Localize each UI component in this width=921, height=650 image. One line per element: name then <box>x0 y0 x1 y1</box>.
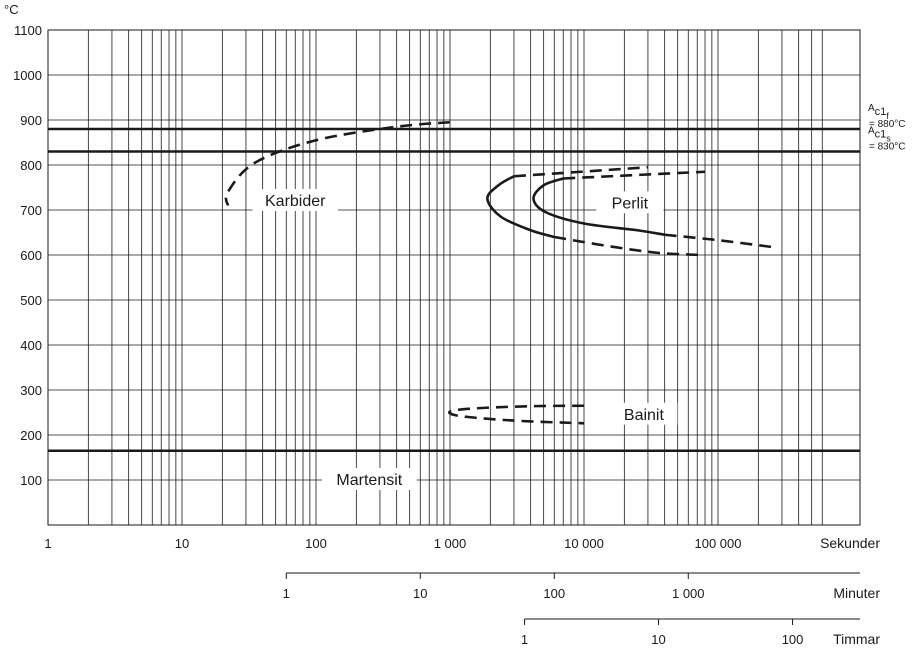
y-tick-label: 600 <box>20 248 42 263</box>
y-tick-label: 500 <box>20 293 42 308</box>
y-tick-label: 1000 <box>13 68 42 83</box>
region-label-bg <box>596 191 664 214</box>
reference-label-830: Ac1s <box>868 126 891 144</box>
curve-bainit-dashed <box>447 404 585 425</box>
curve-karbider-dashed <box>224 120 451 206</box>
reference-label-880: Ac1f <box>868 103 889 121</box>
x-tick-label-minuter: 10 <box>413 586 427 601</box>
x-axis-name-minuter: Minuter <box>833 585 880 601</box>
region-label-karbider: Karbider <box>265 193 326 210</box>
region-label-bg <box>321 468 417 490</box>
x-tick-label-sekunder: 100 <box>305 536 327 551</box>
y-tick-label: 900 <box>20 113 42 128</box>
x-tick-label-sekunder: 10 <box>175 536 189 551</box>
reference-value-880: = 880°C <box>869 119 906 130</box>
y-tick-label: 800 <box>20 158 42 173</box>
x-axis-name-timmar: Timmar <box>833 631 880 647</box>
x-tick-label-minuter: 1 000 <box>672 586 705 601</box>
grid <box>47 29 861 625</box>
x-tick-label-minuter: 100 <box>543 586 565 601</box>
curve-perlit-solid <box>532 177 665 237</box>
y-tick-label: 700 <box>20 203 42 218</box>
x-tick-label-timmar: 1 <box>521 632 528 647</box>
x-tick-label-minuter: 1 <box>283 586 290 601</box>
y-tick-label: 100 <box>20 473 42 488</box>
y-tick-label: 300 <box>20 383 42 398</box>
x-tick-label-sekunder: 100 000 <box>695 536 742 551</box>
reference-value-830: = 830°C <box>869 142 906 153</box>
x-tick-label-sekunder: 10 000 <box>564 536 604 551</box>
y-tick-label: 400 <box>20 338 42 353</box>
curves <box>224 120 772 425</box>
reference-lines <box>48 127 860 452</box>
curve-perlit-dashed <box>664 233 772 249</box>
y-unit-label: °C <box>4 2 19 17</box>
region-label-bg <box>252 189 339 211</box>
y-tick-label: 200 <box>20 428 42 443</box>
x-tick-label-timmar: 10 <box>651 632 665 647</box>
x-tick-label-timmar: 100 <box>782 632 804 647</box>
curve-perlit-dashed <box>554 235 702 257</box>
plot-frame <box>47 29 861 526</box>
x-tick-label-sekunder: 1 <box>44 536 51 551</box>
y-tick-label: 1100 <box>14 23 42 38</box>
region-label-bainit: Bainit <box>624 407 665 424</box>
curve-perlit-dashed <box>513 165 649 178</box>
curve-perlit-dashed <box>563 170 706 180</box>
region-label-perlit: Perlit <box>612 195 649 212</box>
region-label-martensit: Martensit <box>336 472 402 489</box>
curve-perlit-solid <box>486 175 555 239</box>
x-tick-label-sekunder: 1 000 <box>434 536 467 551</box>
x-axis-name-sekunder: Sekunder <box>820 535 880 551</box>
region-label-bg <box>610 402 678 425</box>
